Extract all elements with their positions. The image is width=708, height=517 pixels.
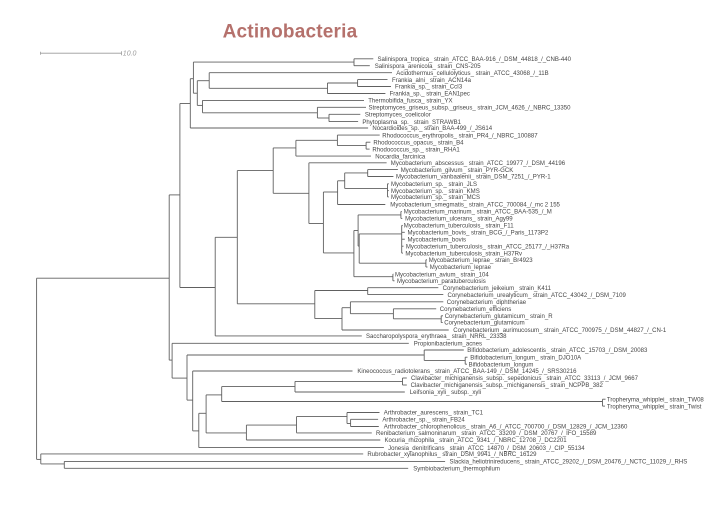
svg-text:Kocuria_rhizophila_ strain_ATC: Kocuria_rhizophila_ strain_ATCC_9341_/_N…	[385, 438, 568, 444]
svg-text:Acidothermus_cellulolyticus_ s: Acidothermus_cellulolyticus_ strain_ATCC…	[396, 71, 548, 77]
svg-text:Mycobacterium_sp._ strain_MCS: Mycobacterium_sp._ strain_MCS	[391, 195, 480, 201]
svg-text:Arthrobacter_chlorophenolicus_: Arthrobacter_chlorophenolicus_ strain_A6…	[384, 425, 628, 431]
svg-text:Saccharopolyspora_erythraea_ s: Saccharopolyspora_erythraea_ strain_NRRL…	[366, 334, 507, 340]
svg-text:Nocardioides_sp._ strain_BAA-4: Nocardioides_sp._ strain_BAA-499_/_JS614	[372, 126, 492, 132]
svg-text:Corynebacterium_efficiens: Corynebacterium_efficiens	[440, 307, 511, 313]
svg-text:Actinobacteria: Actinobacteria	[223, 22, 358, 43]
svg-text:Frankia_sp._ strain_CcI3: Frankia_sp._ strain_CcI3	[395, 85, 463, 91]
svg-text:Streptomyces_coelicolor: Streptomyces_coelicolor	[365, 113, 431, 119]
svg-text:Phytoplasma_sp._ strain_STRAWB: Phytoplasma_sp._ strain_STRAWB1	[362, 120, 461, 126]
svg-text:Corynebacterium_diphtheriae: Corynebacterium_diphtheriae	[447, 300, 527, 306]
svg-text:Renibacterium_salmoninarum_ st: Renibacterium_salmoninarum_ strain_ATCC_…	[376, 431, 597, 437]
svg-text:Mycobacterium_sp._ strain_KMS: Mycobacterium_sp._ strain_KMS	[391, 189, 480, 195]
svg-text:Jonesia_denitrificans_ strain_: Jonesia_denitrificans_ strain_ATCC_14870…	[388, 446, 585, 452]
svg-text:Mycobacterium_abscessus_ strai: Mycobacterium_abscessus_ strain_ATCC_199…	[391, 161, 566, 167]
svg-text:10.0: 10.0	[123, 51, 137, 58]
svg-text:Bifidobacterium_longum_ strain: Bifidobacterium_longum_ strain_DJO10A	[470, 355, 582, 361]
svg-text:Mycobacterium_tuberculosis_str: Mycobacterium_tuberculosis_strain_H37Rv	[405, 251, 522, 257]
svg-text:Mycobacterium_gilvum_ strain_P: Mycobacterium_gilvum_ strain_PYR-GCK	[401, 168, 514, 174]
svg-text:Corynebacterium_glutamicum: Corynebacterium_glutamicum	[444, 321, 524, 327]
svg-text:Tropheryma_whipplei_ strain_TW: Tropheryma_whipplei_ strain_TW08	[607, 397, 705, 403]
svg-text:Leifsonia_xyli_ subsp._xyli: Leifsonia_xyli_ subsp._xyli	[410, 390, 481, 396]
svg-text:Rhodococcus_erythropolis_ stra: Rhodococcus_erythropolis_ strain_PR4_/_N…	[382, 133, 538, 139]
svg-text:Mycobacterium_leprae_ strain_B: Mycobacterium_leprae_ strain_Br4923	[429, 258, 533, 264]
svg-text:Rhodococcus_opacus_ strain_B4: Rhodococcus_opacus_ strain_B4	[373, 140, 464, 146]
svg-text:Corynebacterium_glutamicum_ st: Corynebacterium_glutamicum_ strain_R	[445, 314, 554, 320]
svg-text:Mycobacterium_sp._ strain_JLS: Mycobacterium_sp._ strain_JLS	[391, 182, 477, 188]
svg-text:Frankia_sp._ strain_EAN1pec: Frankia_sp._ strain_EAN1pec	[390, 92, 470, 98]
svg-text:Mycobacterium_avium_ strain_10: Mycobacterium_avium_ strain_104	[395, 272, 489, 278]
svg-text:Corynebacterium_jeikeium_ stra: Corynebacterium_jeikeium_ strain_K411	[443, 286, 552, 292]
svg-text:Symbiobacterium_thermophilum: Symbiobacterium_thermophilum	[413, 467, 500, 473]
svg-text:Mycobacterium_tuberculosis_ st: Mycobacterium_tuberculosis_ strain_ATCC_…	[406, 244, 570, 250]
svg-text:Propionibacterium_acnes: Propionibacterium_acnes	[414, 342, 482, 348]
svg-text:Clavibacter_michiganensis_subs: Clavibacter_michiganensis_subsp._michiga…	[411, 383, 604, 389]
svg-text:Bifidobacterium_adolescentis_: Bifidobacterium_adolescentis_ strain_ATC…	[467, 348, 648, 354]
svg-text:Slackia_heliotrinireducens_ st: Slackia_heliotrinireducens_ strain_ATCC_…	[450, 460, 688, 466]
svg-text:Corynebacterium_aurimucosum_ s: Corynebacterium_aurimucosum_ strain_ATCC…	[453, 328, 667, 334]
svg-text:Rhodococcus_sp._ strain_RHA1: Rhodococcus_sp._ strain_RHA1	[372, 147, 460, 153]
svg-text:Arthrobacter_aurescens_ strain: Arthrobacter_aurescens_ strain_TC1	[384, 411, 484, 417]
svg-text:Streptomyces_griseus_subsp._gr: Streptomyces_griseus_subsp._griseus_ str…	[369, 106, 572, 112]
svg-text:Mycobacterium_smegmatis_ strai: Mycobacterium_smegmatis_ strain_ATCC_700…	[390, 203, 560, 209]
svg-text:Tropheryma_whipplei_ strain_Tw: Tropheryma_whipplei_ strain_Twist	[607, 404, 702, 410]
svg-text:Mycobacterium_vanbaalenii_ str: Mycobacterium_vanbaalenii_ strain_DSM_72…	[396, 175, 551, 181]
svg-text:Kineococcus_radiotolerans_ str: Kineococcus_radiotolerans_ strain_ATCC_B…	[357, 369, 577, 375]
svg-text:Thermobifida_fusca_ strain_YX: Thermobifida_fusca_ strain_YX	[368, 99, 452, 105]
svg-text:Mycobacterium_marinum_ strain_: Mycobacterium_marinum_ strain_ATCC_BAA-5…	[404, 210, 552, 216]
svg-text:Mycobacterium_leprae: Mycobacterium_leprae	[430, 265, 492, 271]
svg-text:Salinispora_arenicola_ strain_: Salinispora_arenicola_ strain_CNS-205	[375, 64, 482, 70]
svg-text:Mycobacterium_tuberculosis_ st: Mycobacterium_tuberculosis_ strain_F11	[404, 224, 514, 230]
svg-text:Nocardia_farcinica: Nocardia_farcinica	[375, 154, 426, 160]
svg-text:Arthrobacter_sp._ strain_FB24: Arthrobacter_sp._ strain_FB24	[382, 418, 465, 424]
svg-text:Clavibacter_michiganensis_subs: Clavibacter_michiganensis_subsp._sepedon…	[411, 376, 639, 382]
svg-text:Frankia_alni_ strain_ACN14a: Frankia_alni_ strain_ACN14a	[392, 78, 472, 84]
svg-text:Corynebacterium_urealyticum_ s: Corynebacterium_urealyticum_ strain_ATCC…	[448, 293, 627, 299]
svg-text:Mycobacterium_bovis: Mycobacterium_bovis	[408, 237, 466, 243]
svg-text:Mycobacterium_paratuberculosis: Mycobacterium_paratuberculosis	[397, 279, 486, 285]
svg-text:Salinispora_tropica_ strain_AT: Salinispora_tropica_ strain_ATCC_BAA-916…	[378, 57, 572, 63]
svg-text:Mycobacterium_bovis_ strain_BC: Mycobacterium_bovis_ strain_BCG_/_Paris_…	[408, 231, 549, 237]
svg-text:Bifidobacterium_longum: Bifidobacterium_longum	[469, 362, 534, 368]
svg-text:Mycobacterium_ulcerans_ strain: Mycobacterium_ulcerans_ strain_Agy99	[405, 217, 513, 223]
svg-text:Rubrobacter_xylanophilus_ stra: Rubrobacter_xylanophilus_ strain_DSM_994…	[367, 452, 537, 458]
